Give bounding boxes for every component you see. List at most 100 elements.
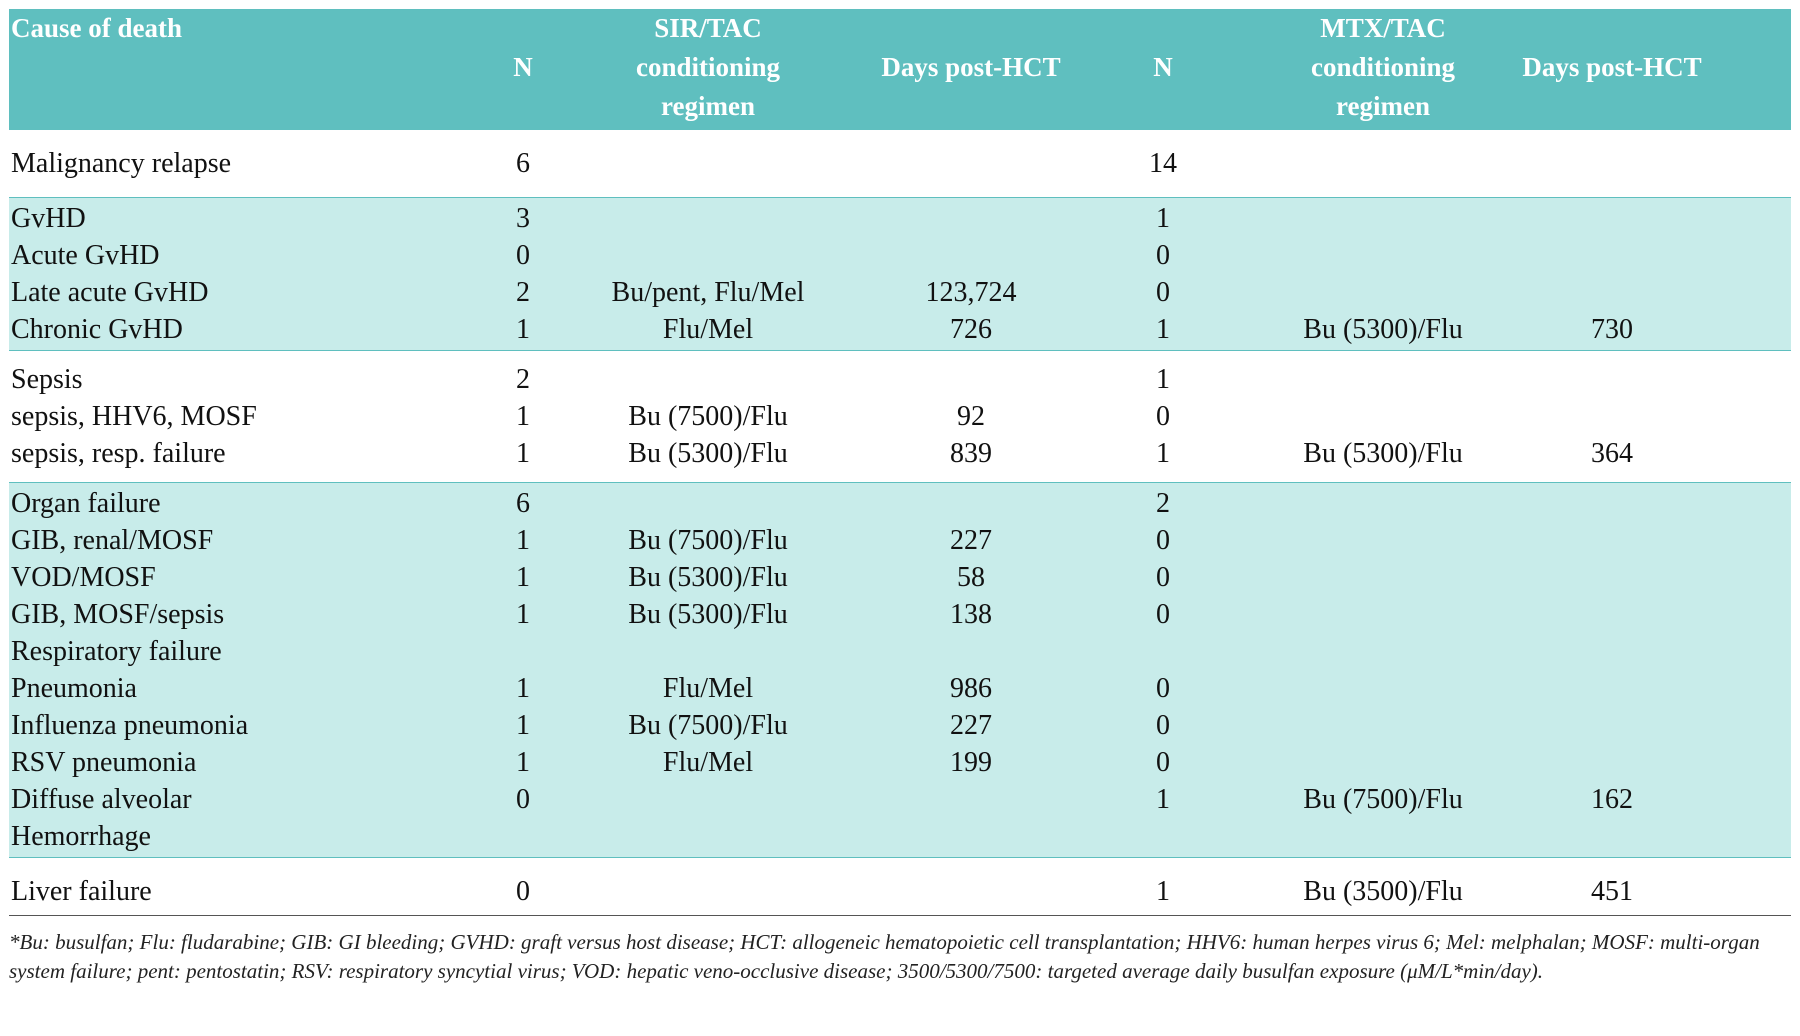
table-row: Pneumonia 1 Flu/Mel 986 0 (9, 670, 1791, 707)
table-row: RSV pneumonia 1 Flu/Mel 199 0 (9, 744, 1791, 781)
table-cell: Bu (5300)/Flu (1303, 314, 1463, 345)
table-cell: 1 (1156, 203, 1170, 234)
table-row: GIB, renal/MOSF 1 Bu (7500)/Flu 227 0 (9, 522, 1791, 559)
table-cell: Flu/Mel (662, 314, 754, 345)
table-cell: 1 (1156, 876, 1170, 907)
table-cell: 0 (1156, 401, 1170, 432)
table-cell: GIB, MOSF/sepsis (11, 599, 225, 630)
table-cell: GvHD (11, 203, 86, 234)
table-cell: 123,724 (925, 277, 1017, 308)
table-cell: 839 (950, 438, 992, 469)
table-cell: 0 (516, 240, 530, 271)
header-cell: Days post-HCT (1522, 52, 1702, 82)
header-cell: N (513, 52, 533, 82)
table-cell: Bu (7500)/Flu (1303, 784, 1463, 815)
table-cell: Malignancy relapse (11, 148, 232, 179)
table-cell: Sepsis (11, 364, 83, 395)
table-row: Malignancy relapse 6 14 (9, 145, 1791, 182)
table-row: Respiratory failure (9, 633, 1791, 670)
header-cell: N (1153, 52, 1173, 82)
table-cell: Bu (7500)/Flu (628, 710, 788, 741)
table-row: Organ failure 6 2 (9, 485, 1791, 522)
row-group: Liver failure 0 1 Bu (3500)/Flu 451 (9, 857, 1791, 925)
table-cell: 162 (1591, 784, 1633, 815)
row-group: Malignancy relapse 6 14 (9, 130, 1791, 197)
table-cell: RSV pneumonia (11, 747, 197, 778)
table-cell: Bu/pent, Flu/Mel (611, 277, 805, 308)
table-cell: Bu (7500)/Flu (628, 401, 788, 432)
table-cell: 227 (950, 710, 992, 741)
table-cell: GIB, renal/MOSF (11, 525, 214, 556)
table-cell: Diffuse alveolar (11, 784, 192, 815)
table-cell: 3 (516, 203, 530, 234)
table-cell: 451 (1591, 876, 1633, 907)
table-cell: Bu (5300)/Flu (1303, 438, 1463, 469)
table-cell: 2 (516, 277, 530, 308)
table-cell: 1 (516, 710, 530, 741)
table-cell: 0 (1156, 673, 1170, 704)
table-cell: 6 (516, 488, 530, 519)
table-cell: sepsis, HHV6, MOSF (11, 401, 257, 432)
table-cell: Flu/Mel (662, 747, 754, 778)
table-cell: 0 (1156, 525, 1170, 556)
table-row: GIB, MOSF/sepsis 1 Bu (5300)/Flu 138 0 (9, 596, 1791, 633)
table-row: GvHD 3 1 (9, 200, 1791, 237)
footnote: *Bu: busulfan; Flu: fludarabine; GIB: GI… (9, 915, 1791, 986)
table-cell: 0 (1156, 277, 1170, 308)
table-cell: 0 (1156, 599, 1170, 630)
table-row: Acute GvHD 0 0 (9, 237, 1791, 274)
table-cell: 1 (516, 747, 530, 778)
table-cell: 726 (950, 314, 992, 345)
table-cell: 1 (1156, 784, 1170, 815)
table-cell: Organ failure (11, 488, 161, 519)
table-cell: 0 (516, 876, 530, 907)
table-row: Chronic GvHD 1 Flu/Mel 726 1 Bu (5300)/Flu 730 (9, 311, 1791, 348)
table-cell: 6 (516, 148, 530, 179)
table-cell: Pneumonia (11, 673, 137, 704)
table-row: Influenza pneumonia 1 Bu (7500)/Flu 227 0 (9, 707, 1791, 744)
header-cell: Days post-HCT (881, 52, 1061, 82)
table-cell: sepsis, resp. failure (11, 438, 226, 469)
table-cell: 58 (957, 562, 985, 593)
table-cell: 0 (1156, 710, 1170, 741)
table-cell: 92 (957, 401, 985, 432)
table-row: sepsis, HHV6, MOSF 1 Bu (7500)/Flu 92 0 (9, 398, 1791, 435)
table-cell: 14 (1149, 148, 1177, 179)
header-cell: Cause of death (11, 13, 183, 43)
table-cell: 0 (516, 784, 530, 815)
table-cell: 1 (516, 525, 530, 556)
table-cell: Bu (5300)/Flu (628, 599, 788, 630)
table-row: Sepsis 2 1 (9, 361, 1791, 398)
table-cell: 1 (516, 314, 530, 345)
table-cell: Liver failure (11, 876, 152, 907)
table-header: Cause of death N SIR/TAC conditioning regi… (9, 9, 1791, 130)
table-cell: 0 (1156, 747, 1170, 778)
table-cell: VOD/MOSF (11, 562, 156, 593)
row-group: GvHD 3 1 Acute GvHD 0 0 Late acute GvHD 2 Bu/pen… (9, 197, 1791, 350)
table-cell: 227 (950, 525, 992, 556)
header-cell: SIR/TAC conditioning regimen (635, 13, 781, 121)
table-cell: 1 (516, 438, 530, 469)
table-cell: 1 (516, 401, 530, 432)
table-cell: 199 (950, 747, 992, 778)
table-cell: Bu (3500)/Flu (1303, 876, 1463, 907)
table-cell: 986 (950, 673, 992, 704)
table-cell: 730 (1591, 314, 1633, 345)
table-cell: Chronic GvHD (11, 314, 183, 345)
table-cell: Acute GvHD (11, 240, 160, 271)
table-cell: Hemorrhage (11, 821, 151, 852)
table-cell: 1 (1156, 438, 1170, 469)
table-row: sepsis, resp. failure 1 Bu (5300)/Flu 839 1 B… (9, 435, 1791, 472)
table-cell: 2 (516, 364, 530, 395)
row-group: Sepsis 2 1 sepsis, HHV6, MOSF 1 Bu (7500)/Flu… (9, 350, 1791, 482)
table-cell: 1 (1156, 364, 1170, 395)
table-row: Late acute GvHD 2 Bu/pent, Flu/Mel 123,724 0 (9, 274, 1791, 311)
table-cell: 1 (516, 599, 530, 630)
table-cell: 364 (1591, 438, 1633, 469)
table-row: Liver failure 0 1 Bu (3500)/Flu 451 (9, 873, 1791, 910)
table-body: Malignancy relapse 6 14 GvHD 3 1 Acute GvHD 0 0 L… (9, 130, 1791, 925)
table-cell: Bu (7500)/Flu (628, 525, 788, 556)
table-cell: 1 (516, 562, 530, 593)
table-cell: Flu/Mel (662, 673, 754, 704)
